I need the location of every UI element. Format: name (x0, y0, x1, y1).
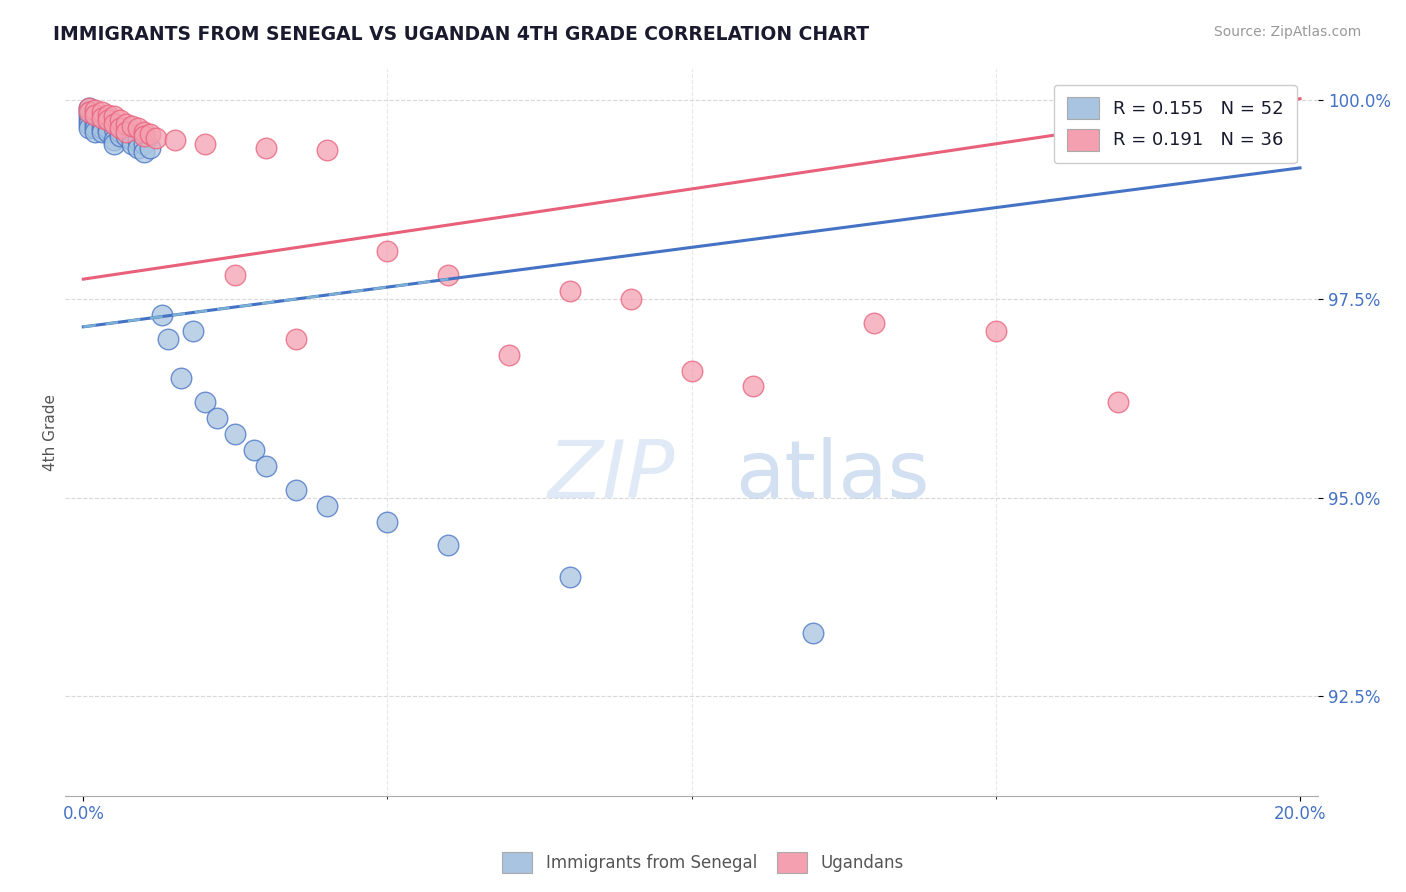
Point (108, 125, 131, 139)
Text: ZIP: ZIP (547, 437, 675, 515)
Point (115, 129, 138, 144)
Point (115, 117, 138, 131)
Point (84, 121, 107, 136)
Point (498, 348, 520, 362)
Point (79, 101, 101, 115)
Point (115, 125, 138, 139)
Legend: R = 0.155   N = 52, R = 0.191   N = 36: R = 0.155 N = 52, R = 0.191 N = 36 (1054, 85, 1296, 163)
Point (84, 125, 107, 139)
Point (103, 109, 125, 123)
Point (108, 119, 131, 133)
Point (103, 117, 125, 131)
Point (108, 129, 131, 144)
Point (194, 136, 217, 151)
Point (97, 125, 120, 139)
Point (224, 268, 246, 282)
Point (103, 136, 125, 151)
Legend: Immigrants from Senegal, Ugandans: Immigrants from Senegal, Ugandans (496, 846, 910, 880)
Point (79, 101, 101, 115)
Point (863, 316, 886, 330)
Point (254, 458, 277, 473)
Point (315, 143, 337, 157)
Point (134, 129, 156, 144)
Point (163, 133, 186, 147)
Point (134, 125, 156, 139)
Point (127, 121, 149, 136)
Point (90, 121, 112, 136)
Point (97, 121, 120, 136)
Point (315, 499, 337, 513)
Text: atlas: atlas (735, 437, 929, 515)
Point (84, 117, 107, 131)
Point (157, 332, 180, 346)
Point (121, 133, 143, 147)
Point (97, 113, 120, 128)
Point (377, 515, 399, 529)
Point (90, 105, 112, 120)
Point (194, 395, 217, 409)
Point (1107, 395, 1129, 409)
Point (620, 292, 643, 306)
Y-axis label: 4th Grade: 4th Grade (44, 393, 58, 471)
Point (103, 133, 125, 147)
Point (79, 105, 101, 120)
Point (90, 125, 112, 139)
Point (121, 127, 143, 141)
Point (437, 268, 460, 282)
Point (205, 411, 228, 425)
Point (558, 284, 581, 298)
Point (127, 141, 149, 155)
Point (90, 117, 112, 131)
Point (681, 363, 703, 377)
Point (152, 308, 174, 322)
Point (90, 111, 112, 125)
Point (169, 371, 191, 385)
Point (741, 379, 763, 393)
Text: IMMIGRANTS FROM SENEGAL VS UGANDAN 4TH GRADE CORRELATION CHART: IMMIGRANTS FROM SENEGAL VS UGANDAN 4TH G… (53, 25, 869, 44)
Point (121, 119, 143, 133)
Point (103, 121, 125, 136)
Point (801, 625, 824, 640)
Point (90, 111, 112, 125)
Point (139, 141, 162, 155)
Point (79, 113, 101, 128)
Point (108, 121, 131, 136)
Point (134, 145, 156, 159)
Point (224, 427, 246, 442)
Point (285, 332, 308, 346)
Point (79, 109, 101, 123)
Point (97, 111, 120, 125)
Point (115, 125, 138, 139)
Point (437, 538, 460, 552)
Point (254, 141, 277, 155)
Point (145, 131, 167, 145)
Point (79, 105, 101, 120)
Point (97, 113, 120, 128)
Point (84, 113, 107, 128)
Point (181, 324, 204, 338)
Point (242, 443, 264, 458)
Point (84, 107, 107, 121)
Point (134, 136, 156, 151)
Point (127, 133, 149, 147)
Point (558, 570, 581, 584)
Point (984, 324, 1007, 338)
Point (103, 117, 125, 131)
Point (79, 117, 101, 131)
Point (377, 244, 399, 259)
Point (84, 109, 107, 123)
Point (97, 107, 120, 121)
Point (84, 103, 107, 117)
Point (285, 483, 308, 497)
Point (108, 113, 131, 128)
Text: Source: ZipAtlas.com: Source: ZipAtlas.com (1213, 25, 1361, 39)
Point (121, 136, 143, 151)
Point (79, 121, 101, 136)
Point (139, 127, 162, 141)
Point (97, 117, 120, 131)
